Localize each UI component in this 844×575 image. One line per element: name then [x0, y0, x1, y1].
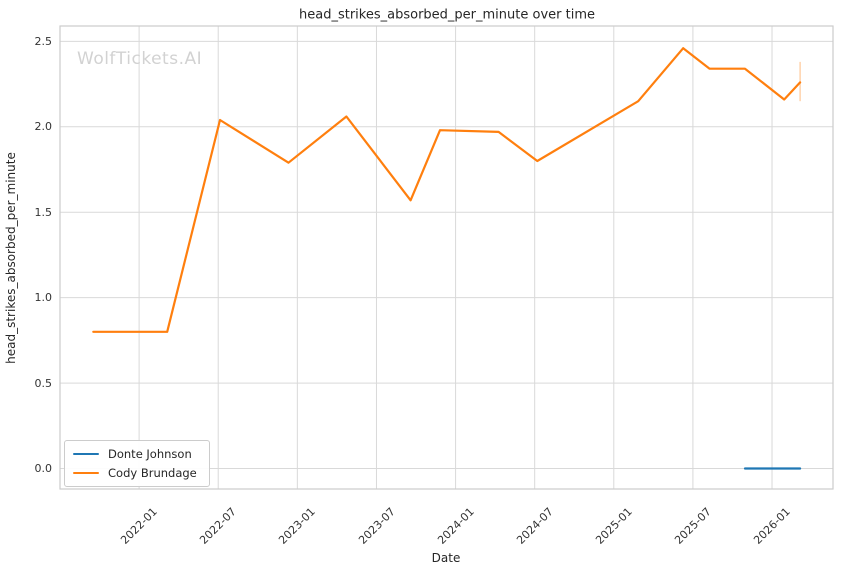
legend-item: Cody Brundage [73, 466, 197, 480]
legend-line-swatch [73, 471, 99, 475]
legend-item: Donte Johnson [73, 447, 197, 461]
y-tick-label: 0.5 [34, 376, 53, 390]
x-axis-label: Date [431, 551, 461, 565]
y-tick-label: 1.5 [34, 205, 53, 219]
y-tick-label: 1.0 [34, 291, 53, 305]
chart-title: head_strikes_absorbed_per_minute over ti… [299, 7, 595, 23]
plot-border [59, 25, 834, 490]
legend-line-swatch [73, 452, 99, 456]
y-tick-label: 0.0 [34, 462, 53, 475]
y-tick-label: 2.5 [34, 34, 53, 48]
legend-label: Donte Johnson [108, 447, 192, 461]
legend: Donte Johnson Cody Brundage [64, 440, 210, 487]
y-axis-label: head_strikes_absorbed_per_minute [4, 152, 18, 364]
y-tick-label: 2.0 [34, 120, 53, 134]
legend-label: Cody Brundage [108, 466, 197, 480]
watermark: WolfTickets.AI [77, 49, 203, 69]
series-line-cody-brundage [92, 47, 802, 333]
